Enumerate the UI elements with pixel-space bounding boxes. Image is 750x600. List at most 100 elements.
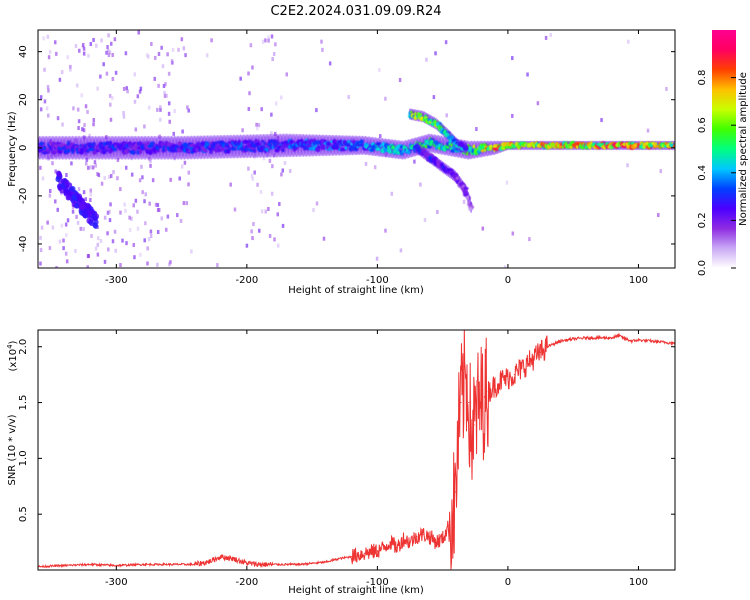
spectrogram-cell xyxy=(94,246,98,251)
spectrogram-cell xyxy=(56,207,59,212)
spectrogram-cell xyxy=(163,93,167,98)
spectrogram-cell xyxy=(77,196,83,203)
spectrogram-cell xyxy=(69,64,72,69)
spectrogram-cell xyxy=(248,91,251,96)
snr-point xyxy=(520,368,522,370)
spectrogram-cell xyxy=(274,101,278,106)
spectrogram-cell xyxy=(143,238,146,243)
spectrogram-cell xyxy=(162,84,166,89)
spectrogram-cell xyxy=(280,172,283,177)
spectrogram-cell xyxy=(375,256,379,261)
spectrogram-cell xyxy=(96,252,100,257)
spectrogram-cell xyxy=(166,52,169,57)
colorbar-ticks: 0.0 0.2 0.4 0.6 0.8 xyxy=(697,70,736,276)
snr-point xyxy=(452,513,454,515)
spectrogram-cell xyxy=(259,189,263,194)
spectrogram-cell xyxy=(66,218,70,223)
spectrogram-cell xyxy=(141,190,144,195)
spectrogram-cell xyxy=(64,251,68,256)
spectrogram-cell xyxy=(205,53,209,58)
snr-point xyxy=(559,340,561,342)
spectrogram-cell xyxy=(89,165,93,170)
spectrogram-cell xyxy=(39,235,42,240)
snr-point xyxy=(585,337,587,339)
snr-point xyxy=(487,390,489,392)
spectrogram-cell xyxy=(82,210,88,217)
spectrogram-cell xyxy=(271,164,274,169)
spectrogram-cell xyxy=(249,43,253,48)
spectrogram-cell xyxy=(165,227,168,232)
spectrogram-cell xyxy=(166,214,170,219)
spectrogram-cell xyxy=(423,218,427,223)
spectrogram-cell xyxy=(82,51,86,56)
spectrogram-cell xyxy=(239,76,242,81)
snr-point xyxy=(422,533,424,535)
spectrogram-cell xyxy=(247,71,250,76)
spectrogram-cell xyxy=(108,174,111,179)
spectrogram-cell xyxy=(184,53,187,58)
spectrogram-cell xyxy=(138,178,142,183)
spectrogram-cell xyxy=(48,188,52,193)
spectrogram-cell xyxy=(72,195,78,202)
spectrogram-cell xyxy=(55,265,58,268)
spectrogram-cell xyxy=(58,77,62,82)
spectrogram-cell xyxy=(320,39,323,44)
spectrogram-cell xyxy=(134,198,138,203)
spectrogram-cell xyxy=(177,47,180,52)
spectrogram-cell xyxy=(262,156,266,161)
spectrogram-cell xyxy=(81,127,84,132)
spectrogram-cell xyxy=(455,176,460,180)
spectrogram-cell xyxy=(210,38,213,43)
snr-point xyxy=(468,401,470,404)
spectrogram-cell xyxy=(148,156,151,161)
spectrogram-cell xyxy=(55,51,58,56)
spectrogram-cell xyxy=(77,187,81,192)
snr-point xyxy=(598,337,600,339)
spectrogram-cell xyxy=(43,67,46,72)
spectrogram-cell xyxy=(276,212,280,217)
spectrogram-cell xyxy=(128,228,132,233)
spectrogram-cell xyxy=(178,176,181,181)
spectrogram-cell xyxy=(398,78,402,83)
spectrogram-cell xyxy=(270,191,274,196)
spectrogram-cell xyxy=(465,195,470,201)
spectrogram-cell xyxy=(56,171,62,178)
spectrogram-cell xyxy=(133,99,137,104)
spectrogram-cell xyxy=(172,131,176,136)
spectrogram-cell xyxy=(312,208,315,213)
spectrogram-cell xyxy=(528,237,531,242)
spectrogram-cell xyxy=(105,71,109,76)
spectrogram-cell xyxy=(183,160,187,165)
x-tick-label: 100 xyxy=(629,577,648,588)
snr-y-multiplier-close: ) xyxy=(8,340,19,344)
snr-y-ticks: 0.5 1.0 1.5 2.0 xyxy=(18,339,675,522)
snr-point xyxy=(259,563,261,566)
snr-point xyxy=(460,401,462,404)
spectrogram-cell xyxy=(124,51,128,56)
spectrogram-cell xyxy=(251,236,254,241)
spectrogram-cell xyxy=(130,216,133,221)
spectrogram-cell xyxy=(159,105,162,110)
snr-point xyxy=(194,563,196,566)
spectrogram-cell xyxy=(80,93,83,98)
spectrogram-cell xyxy=(64,222,68,227)
spectrogram-cell xyxy=(280,95,283,100)
spectrogram-cell xyxy=(74,202,80,209)
spectrogram-cell xyxy=(267,207,270,212)
spectrogram-cell xyxy=(47,113,50,118)
spectrogram-cell xyxy=(511,231,515,236)
spectrogram-cell xyxy=(70,186,76,193)
snr-point xyxy=(650,340,653,342)
x-tick-label: -100 xyxy=(366,275,389,286)
colorbar-label: Normalized spectral amplitude xyxy=(738,72,749,226)
x-tick-label: -200 xyxy=(236,275,259,286)
spectrogram-cell xyxy=(85,202,91,209)
spectrogram-cell xyxy=(96,86,99,91)
spectrogram-cell xyxy=(82,46,86,51)
spectrogram-frame xyxy=(37,29,676,269)
snr-point xyxy=(448,524,450,526)
spectrogram-cell xyxy=(167,71,171,76)
snr-point xyxy=(462,390,465,392)
spectrogram-cell xyxy=(103,215,107,220)
spectrogram-cell xyxy=(41,176,45,181)
